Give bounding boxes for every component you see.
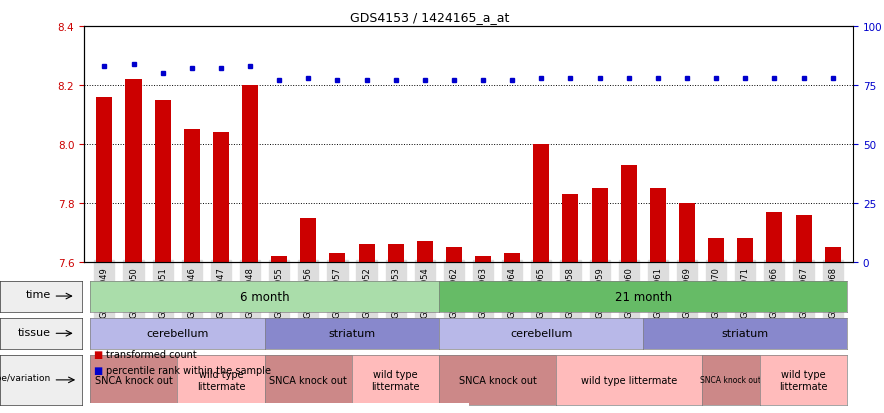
Text: 21 month: 21 month xyxy=(614,290,672,303)
Bar xyxy=(242,85,258,262)
Bar xyxy=(562,195,578,262)
Bar xyxy=(271,256,287,262)
Bar xyxy=(301,218,316,262)
Bar xyxy=(825,247,841,262)
Bar xyxy=(359,244,375,262)
Text: cerebellum: cerebellum xyxy=(146,328,209,339)
Bar xyxy=(650,189,666,262)
Text: SNCA knock out: SNCA knock out xyxy=(95,375,172,385)
Text: striatum: striatum xyxy=(329,328,376,339)
Text: tissue: tissue xyxy=(18,327,51,337)
Bar xyxy=(213,133,229,262)
Text: percentile rank within the sample: percentile rank within the sample xyxy=(106,366,271,375)
Text: SNCA knock out: SNCA knock out xyxy=(459,375,537,385)
Bar xyxy=(388,244,404,262)
Bar xyxy=(533,145,549,262)
Bar xyxy=(504,254,520,262)
Text: ■: ■ xyxy=(93,349,102,359)
Text: SNCA knock out: SNCA knock out xyxy=(270,375,347,385)
Bar xyxy=(679,203,695,262)
Bar xyxy=(155,100,171,262)
Text: striatum: striatum xyxy=(721,328,769,339)
Bar xyxy=(708,239,724,262)
Text: transformed count: transformed count xyxy=(106,349,197,359)
Bar xyxy=(417,242,433,262)
Text: genotype/variation: genotype/variation xyxy=(0,373,51,382)
Text: wild type
littermate: wild type littermate xyxy=(780,369,827,391)
Bar xyxy=(126,80,141,262)
Title: GDS4153 / 1424165_a_at: GDS4153 / 1424165_a_at xyxy=(350,11,510,24)
Bar xyxy=(446,247,462,262)
Bar xyxy=(621,165,636,262)
Text: 6 month: 6 month xyxy=(240,290,289,303)
Bar xyxy=(96,97,112,262)
Bar xyxy=(591,189,607,262)
Text: time: time xyxy=(26,290,51,300)
Text: SNCA knock out: SNCA knock out xyxy=(700,375,761,385)
Text: wild type
littermate: wild type littermate xyxy=(371,369,420,391)
Text: wild type littermate: wild type littermate xyxy=(581,375,677,385)
Bar xyxy=(475,256,492,262)
Bar xyxy=(330,254,346,262)
Bar xyxy=(796,215,812,262)
Bar xyxy=(184,130,200,262)
Bar xyxy=(737,239,753,262)
Text: cerebellum: cerebellum xyxy=(510,328,573,339)
Bar xyxy=(766,212,782,262)
Text: wild type
littermate: wild type littermate xyxy=(196,369,245,391)
Text: ■: ■ xyxy=(93,366,102,375)
